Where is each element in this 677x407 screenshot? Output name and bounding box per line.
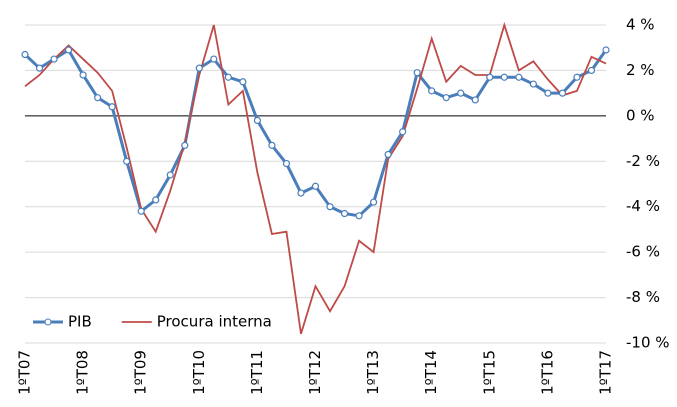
- legend-label: Procura interna: [157, 313, 272, 331]
- y-tick-label: -8 %: [626, 288, 660, 306]
- point: [21, 50, 29, 59]
- legend-marker: [44, 318, 52, 326]
- y-tick-label: -10 %: [626, 334, 670, 352]
- point: [370, 198, 378, 206]
- point: [602, 46, 610, 54]
- point: [326, 203, 334, 211]
- y-tick-label: 4 %: [626, 16, 655, 34]
- point: [253, 116, 261, 125]
- x-tick-label: 1ºT15: [480, 350, 498, 395]
- point: [558, 89, 567, 97]
- point: [413, 69, 421, 77]
- point: [108, 103, 116, 111]
- point: [384, 150, 392, 159]
- point: [428, 87, 436, 95]
- point: [573, 73, 581, 81]
- x-tick-label: 1ºT10: [190, 350, 208, 395]
- point: [282, 159, 291, 168]
- point: [210, 55, 218, 63]
- point: [311, 182, 320, 190]
- point: [500, 73, 508, 81]
- point: [35, 64, 44, 72]
- point: [166, 171, 174, 179]
- point: [587, 66, 596, 75]
- point: [94, 94, 102, 102]
- point: [64, 46, 73, 54]
- x-tick-label: 1ºT09: [132, 350, 150, 395]
- y-tick-label: -6 %: [626, 243, 660, 261]
- point: [486, 73, 494, 81]
- x-tick-label: 1ºT13: [364, 350, 382, 395]
- x-tick-label: 1ºT14: [422, 350, 440, 395]
- point: [195, 64, 203, 72]
- y-tick-label: -2 %: [626, 152, 660, 170]
- y-tick-label: -4 %: [626, 197, 660, 215]
- point: [224, 73, 232, 81]
- point: [79, 71, 87, 79]
- x-tick-label: 1ºT17: [597, 350, 615, 395]
- point: [399, 128, 407, 136]
- point: [355, 212, 363, 220]
- point: [50, 55, 58, 63]
- y-tick-label: 0 %: [626, 106, 655, 124]
- point: [137, 207, 145, 215]
- point: [239, 78, 247, 86]
- point: [471, 96, 479, 104]
- y-tick-label: 2 %: [626, 61, 655, 79]
- x-tick-label: 1ºT12: [306, 350, 324, 395]
- legend-label: PIB: [68, 313, 92, 331]
- x-tick-label: 1ºT08: [74, 350, 92, 395]
- point: [152, 196, 160, 204]
- point: [340, 209, 349, 218]
- x-tick-label: 1ºT07: [16, 350, 34, 395]
- x-tick-label: 1ºT16: [538, 350, 556, 395]
- point: [297, 189, 305, 197]
- point: [123, 157, 131, 165]
- point: [181, 141, 189, 149]
- point: [529, 80, 537, 88]
- point: [544, 89, 552, 97]
- series-line: [24, 21, 607, 335]
- point: [442, 94, 450, 102]
- point: [515, 73, 523, 81]
- x-tick-label: 1ºT11: [248, 350, 266, 395]
- point: [457, 89, 465, 97]
- point: [268, 141, 276, 149]
